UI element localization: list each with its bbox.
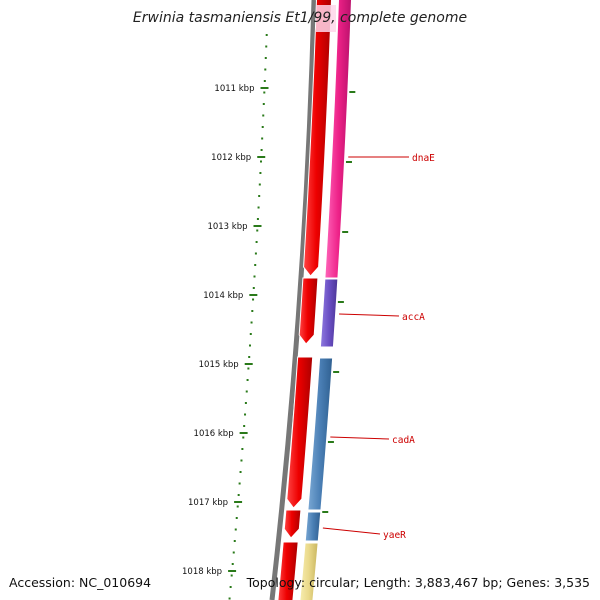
ruler-dot bbox=[264, 57, 267, 59]
kbp-label: 1016 kbp bbox=[194, 429, 234, 439]
forward-gene-5 bbox=[277, 541, 299, 600]
ruler-dot bbox=[247, 367, 250, 370]
ruler-dot bbox=[248, 356, 251, 358]
gene-dnaE bbox=[324, 0, 352, 279]
kbp-ruler: 1011 kbp 1012 kbp 1013 kbp 1014 kbp 1015 kbp… bbox=[182, 34, 356, 600]
ruler-dot bbox=[234, 528, 237, 531]
ruler-dot bbox=[262, 114, 265, 117]
ruler-dot bbox=[258, 183, 261, 186]
gene-leader-line bbox=[322, 527, 381, 535]
accession-label: Accession: NC_010694 bbox=[9, 575, 152, 590]
gene-accA bbox=[319, 278, 339, 348]
ruler-dot bbox=[229, 586, 232, 588]
ruler-dot bbox=[235, 517, 238, 519]
kbp-label: 1015 kbp bbox=[199, 360, 239, 370]
ruler-dot bbox=[241, 448, 244, 450]
kbp-label: 1012 kbp bbox=[211, 153, 251, 163]
ruler-dot bbox=[256, 229, 259, 232]
ruler-dot bbox=[243, 425, 246, 427]
ruler-dot bbox=[250, 321, 253, 324]
topology-label: Topology: circular; Length: 3,883,467 bp… bbox=[246, 575, 590, 590]
ruler-dot bbox=[256, 218, 259, 220]
ruler-dot bbox=[244, 413, 247, 416]
genome-backbone bbox=[269, 0, 317, 600]
ruler-dot bbox=[252, 287, 255, 289]
ruler-dot bbox=[257, 206, 260, 209]
ruler-dot bbox=[244, 402, 247, 404]
ruler-dot bbox=[249, 333, 252, 335]
gene-label-yaeR[interactable]: yaeR bbox=[383, 530, 406, 541]
ruler-dot bbox=[252, 298, 255, 301]
gene-yaeR bbox=[304, 511, 322, 542]
ruler-dot bbox=[265, 34, 268, 36]
kbp-label: 1018 kbp bbox=[182, 567, 222, 577]
ruler-dot bbox=[264, 68, 267, 71]
ruler-dot bbox=[245, 390, 248, 393]
ruler-dot bbox=[239, 471, 242, 473]
ruler-dot bbox=[260, 160, 263, 163]
forward-gene-4 bbox=[283, 509, 302, 539]
ruler-dot bbox=[246, 379, 249, 381]
ruler-dot bbox=[265, 45, 268, 48]
forward-gene-1 bbox=[303, 0, 332, 277]
ruler-dot bbox=[259, 172, 262, 174]
kbp-label: 1013 kbp bbox=[207, 222, 247, 232]
ruler-dot bbox=[248, 344, 251, 347]
ruler-dot bbox=[251, 310, 254, 312]
gene-highlight bbox=[316, 5, 336, 32]
kbp-label: 1011 kbp bbox=[214, 84, 254, 94]
kbp-label: 1014 kbp bbox=[203, 291, 243, 301]
ruler-dot bbox=[263, 80, 266, 82]
forward-gene-3 bbox=[286, 356, 314, 509]
kbp-label: 1017 kbp bbox=[188, 498, 228, 508]
ruler-dot bbox=[258, 195, 261, 197]
gene-track bbox=[277, 0, 352, 600]
ruler-dot bbox=[261, 137, 264, 140]
ruler-dot bbox=[240, 459, 243, 462]
gene-label-cadA[interactable]: cadA bbox=[392, 435, 415, 446]
gene-labels: dnaE accA cadA yaeR bbox=[322, 153, 435, 541]
ruler-dot bbox=[254, 252, 257, 255]
ruler-dot bbox=[232, 551, 235, 554]
ruler-dot bbox=[262, 103, 265, 105]
ruler-dot bbox=[254, 264, 257, 266]
gene-label-accA[interactable]: accA bbox=[402, 312, 425, 323]
ruler-dot bbox=[230, 574, 233, 577]
ruler-dot bbox=[231, 563, 234, 565]
gene-cadA bbox=[307, 357, 334, 511]
gene-next bbox=[299, 542, 319, 600]
ruler-dot bbox=[233, 540, 236, 542]
gene-leader-line bbox=[330, 436, 390, 440]
ruler-dot bbox=[237, 494, 240, 496]
ruler-dot bbox=[238, 482, 241, 485]
ruler-dot bbox=[236, 505, 239, 508]
gene-leader-line bbox=[339, 313, 400, 317]
gene-label-dnaE[interactable]: dnaE bbox=[412, 153, 435, 164]
forward-gene-2 bbox=[298, 277, 319, 345]
ruler-dot bbox=[260, 149, 263, 151]
map-title: Erwinia tasmaniensis Et1/99, complete ge… bbox=[132, 10, 468, 26]
ruler-dot bbox=[261, 126, 264, 128]
ruler-dot bbox=[253, 275, 256, 278]
ruler-dot bbox=[228, 597, 231, 600]
ruler-dot bbox=[255, 241, 258, 243]
ruler-dot bbox=[242, 436, 245, 439]
ruler-dot bbox=[263, 91, 266, 94]
